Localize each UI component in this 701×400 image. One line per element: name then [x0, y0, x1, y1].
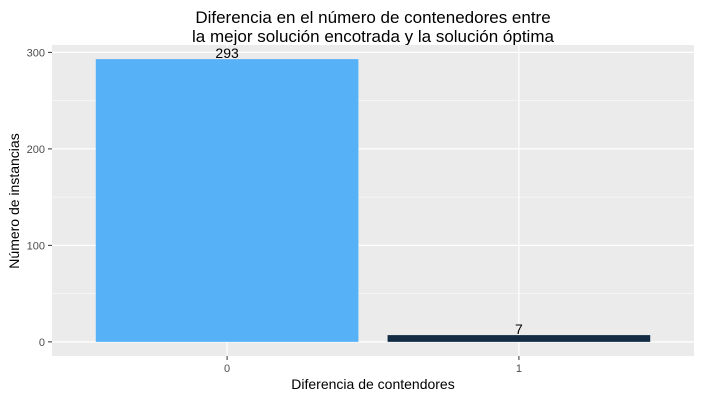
- x-axis-title: Diferencia de contendores: [291, 376, 454, 392]
- x-tick-label: 1: [516, 363, 522, 375]
- chart-title-line-2: la mejor solución encotrada y la solució…: [192, 27, 554, 46]
- bar-value-label: 7: [515, 321, 523, 337]
- bar-value-label: 293: [215, 45, 239, 61]
- chart-title-line-1: Diferencia en el número de contenedores …: [195, 8, 550, 27]
- y-tick-label: 200: [27, 144, 45, 156]
- bar-labels: 293 7: [215, 45, 523, 337]
- bars: [95, 59, 651, 342]
- x-tick-label: 0: [224, 363, 230, 375]
- y-axis: 0 100 200 300: [27, 47, 52, 349]
- y-axis-title: Número de instancias: [6, 133, 22, 268]
- y-tick-label: 100: [27, 240, 45, 252]
- y-tick-label: 0: [39, 337, 45, 349]
- y-tick-label: 300: [27, 47, 45, 59]
- bar-1: [387, 335, 651, 342]
- bar-0: [95, 59, 359, 342]
